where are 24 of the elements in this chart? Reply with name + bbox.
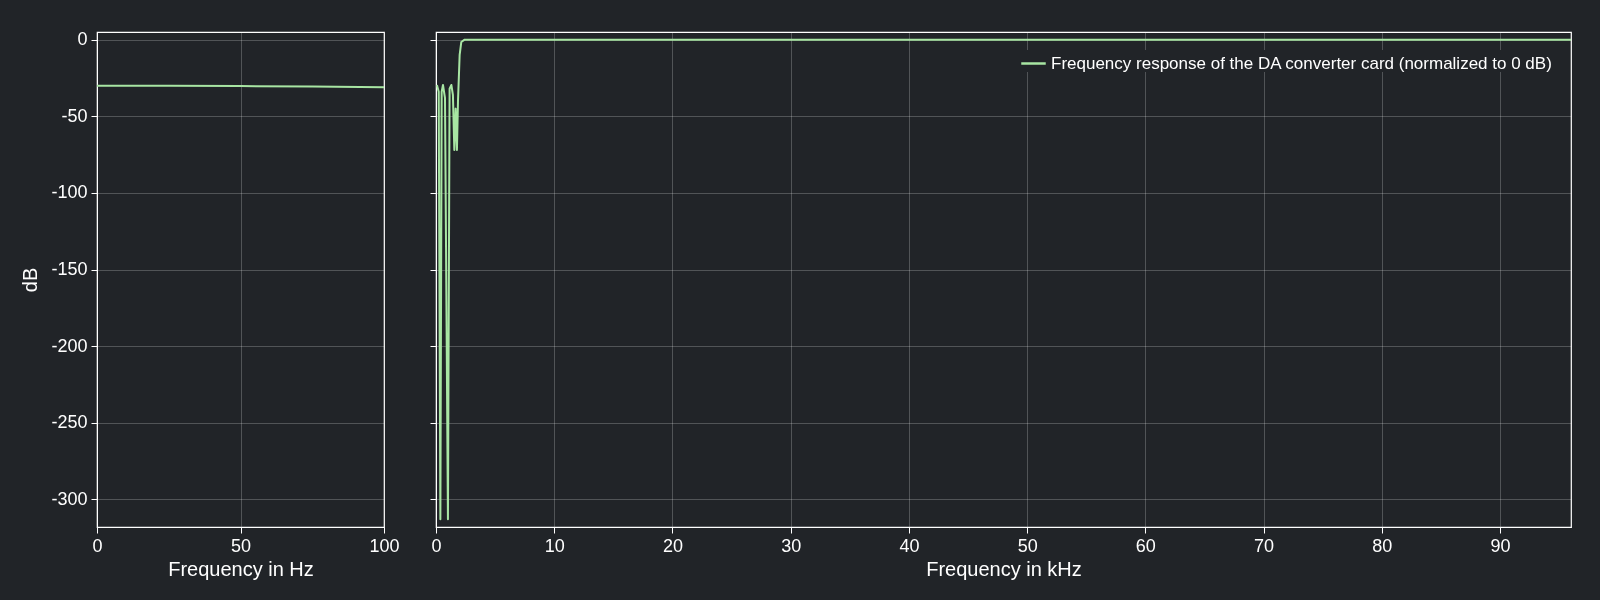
x-tick-label: 10 — [544, 535, 565, 556]
y-tick-label: -300 — [51, 488, 88, 509]
x-tick-label: 20 — [662, 535, 683, 556]
y-tick-label: -50 — [61, 105, 88, 126]
x-tick-label: 0 — [92, 535, 103, 556]
x-tick-label: 30 — [781, 535, 802, 556]
y-tick-label: -150 — [51, 259, 88, 280]
x-axis-title: Frequency in Hz — [168, 557, 314, 580]
y-tick-label: 0 — [77, 29, 88, 50]
y-tick-label: -200 — [51, 335, 88, 356]
x-axis-title: Frequency in kHz — [926, 557, 1082, 580]
x-tick-label: 50 — [230, 535, 252, 556]
legend-label: Frequency response of the DA converter card (normalized to 0 dB) — [1051, 53, 1552, 73]
y-tick-label: -250 — [51, 412, 88, 433]
x-tick-label: 90 — [1490, 535, 1511, 556]
y-tick-label: -100 — [51, 182, 88, 203]
x-tick-label: 0 — [431, 535, 442, 556]
x-tick-label: 70 — [1254, 535, 1275, 556]
x-tick-label: 100 — [369, 535, 400, 556]
x-tick-label: 60 — [1135, 535, 1156, 556]
x-tick-label: 40 — [899, 535, 920, 556]
x-tick-label: 50 — [1017, 535, 1038, 556]
y-axis-title: dB — [19, 267, 42, 293]
x-tick-label: 80 — [1372, 535, 1393, 556]
